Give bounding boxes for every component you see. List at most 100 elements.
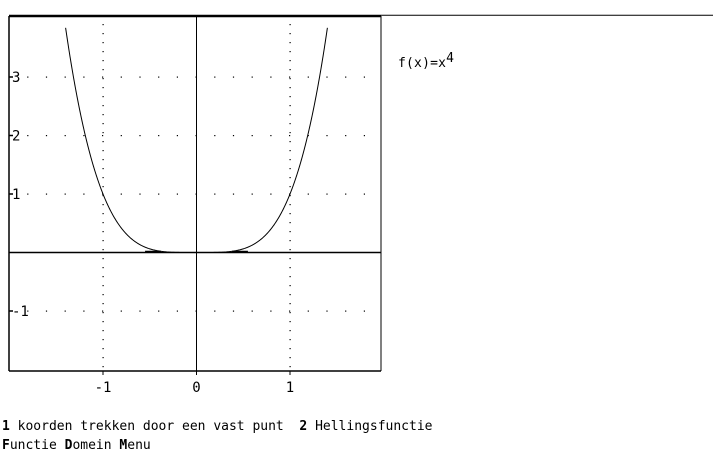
grid-dot-horizontal	[176, 76, 178, 78]
grid-dot-vertical	[289, 339, 291, 341]
option-1-text[interactable]: koorden trekken door een vast punt	[9, 419, 300, 434]
option-2-text[interactable]: Hellingsfunctie	[307, 419, 433, 434]
grid-dot-vertical	[289, 312, 291, 314]
menu-menu-label: enu	[127, 438, 151, 453]
curve-x4	[65, 27, 328, 253]
grid-dot-vertical	[289, 123, 291, 125]
grid-dot-horizontal	[232, 193, 235, 195]
grid-dot-vertical	[102, 69, 104, 71]
grid-dot-vertical	[289, 159, 291, 161]
menu-functie-label: unctie	[9, 438, 65, 453]
grid-dot-vertical	[102, 195, 104, 197]
grid-dot-horizontal	[326, 310, 328, 312]
grid-dot-horizontal	[270, 310, 272, 312]
grid-dot-horizontal	[176, 310, 178, 312]
grid-dot-vertical	[289, 204, 291, 206]
grid-dot-vertical	[289, 33, 291, 35]
grid-dot-vertical	[289, 186, 291, 188]
grid-dot-vertical	[102, 33, 104, 35]
grid-dot-horizontal	[307, 135, 309, 137]
grid-dot-vertical	[289, 330, 291, 332]
menu-item-domein[interactable]: Domein	[65, 438, 120, 454]
grid-dot-horizontal	[176, 135, 178, 137]
grid-dot-horizontal	[270, 135, 272, 137]
grid-dot-vertical	[102, 168, 104, 170]
grid-dot-horizontal	[27, 310, 29, 312]
grid-dot-vertical	[102, 87, 104, 89]
grid-dot-horizontal	[64, 310, 66, 312]
grid-dot-horizontal	[27, 76, 29, 78]
grid-dot-vertical	[102, 114, 104, 116]
grid-dot-vertical	[102, 159, 104, 161]
grid-dot-horizontal	[158, 193, 160, 195]
option-1-key[interactable]: 1	[2, 419, 10, 434]
grid-dot-horizontal	[214, 310, 216, 312]
grid-dot-vertical	[102, 249, 104, 251]
grid-dot-vertical	[102, 132, 104, 134]
grid-dot-horizontal	[251, 310, 253, 312]
grid-dot-horizontal	[363, 135, 365, 137]
grid-dot-vertical	[102, 276, 104, 278]
grid-dot-horizontal	[270, 193, 272, 195]
grid-dot-vertical	[102, 366, 104, 368]
grid-dot-vertical	[289, 24, 291, 26]
menu-domein-hotkey: D	[64, 438, 73, 453]
grid-dot-vertical	[102, 285, 104, 287]
grid-dot-vertical	[102, 213, 104, 215]
menu-bar: Functie Domein Menu	[2, 438, 151, 454]
grid-dot-horizontal	[64, 76, 66, 78]
grid-dot-vertical	[102, 231, 104, 233]
grid-dot-vertical	[102, 78, 104, 80]
grid-dot-vertical	[102, 123, 104, 125]
menu-item-menu[interactable]: Menu	[119, 438, 150, 454]
grid-dot-vertical	[289, 69, 291, 71]
grid-dot-horizontal	[307, 193, 309, 195]
grid-dot-horizontal	[27, 193, 29, 195]
grid-dot-vertical	[102, 267, 104, 269]
y-tick-label: 3	[12, 70, 20, 86]
grid-dot-horizontal	[363, 76, 365, 78]
grid-dot-horizontal	[214, 193, 216, 195]
grid-dot-vertical	[102, 330, 104, 332]
tick-marks	[9, 76, 291, 375]
grid-dot-horizontal	[251, 193, 253, 195]
grid-dot-vertical	[289, 348, 291, 350]
menu-menu-hotkey: M	[119, 438, 128, 453]
grid-dot-horizontal	[139, 193, 141, 195]
grid-dot-horizontal	[64, 135, 66, 137]
grid-dot-vertical	[289, 303, 291, 305]
option-2-key[interactable]: 2	[299, 419, 308, 434]
grid-dot-vertical	[102, 150, 104, 152]
grid-dot-horizontal	[232, 135, 235, 137]
grid-dot-vertical	[102, 258, 104, 260]
grid-dot-horizontal	[83, 310, 85, 312]
grid-dot-horizontal	[120, 310, 122, 312]
grid-dot-vertical	[102, 294, 104, 296]
grid-dot-vertical	[289, 213, 291, 215]
grid-dot-vertical	[289, 141, 291, 143]
menu-item-functie[interactable]: Functie	[2, 438, 65, 454]
function-label-prefix: f(x)=x	[398, 56, 447, 71]
grid-dot-horizontal	[326, 76, 328, 78]
grid-dot-horizontal	[45, 76, 48, 78]
menu-functie-hotkey: F	[2, 438, 10, 453]
grid-dot-vertical	[289, 42, 291, 44]
grid-dot-vertical	[102, 51, 104, 53]
grid-dot-vertical	[289, 87, 291, 89]
grid-dot-vertical	[289, 249, 291, 251]
grid-dot-vertical	[289, 294, 291, 296]
function-label-exponent: 4	[446, 51, 455, 66]
grid-dot-vertical	[289, 150, 291, 152]
y-tick-label: 2	[12, 129, 20, 145]
grid-dot-vertical	[102, 357, 104, 359]
grid-dot-vertical	[289, 231, 291, 233]
options-line: 1 koorden trekken door een vast punt 2 H…	[2, 420, 432, 434]
grid-dot-horizontal	[363, 193, 365, 195]
menu-domein-label: omein	[72, 438, 120, 453]
grid-dots	[27, 24, 365, 368]
grid-dot-horizontal	[326, 135, 328, 137]
grid-dot-vertical	[289, 177, 291, 179]
grid-dot-horizontal	[307, 310, 309, 312]
graph-canvas: -1 0 1 3 2 1 -1	[8, 14, 713, 396]
grid-dot-vertical	[102, 141, 104, 143]
